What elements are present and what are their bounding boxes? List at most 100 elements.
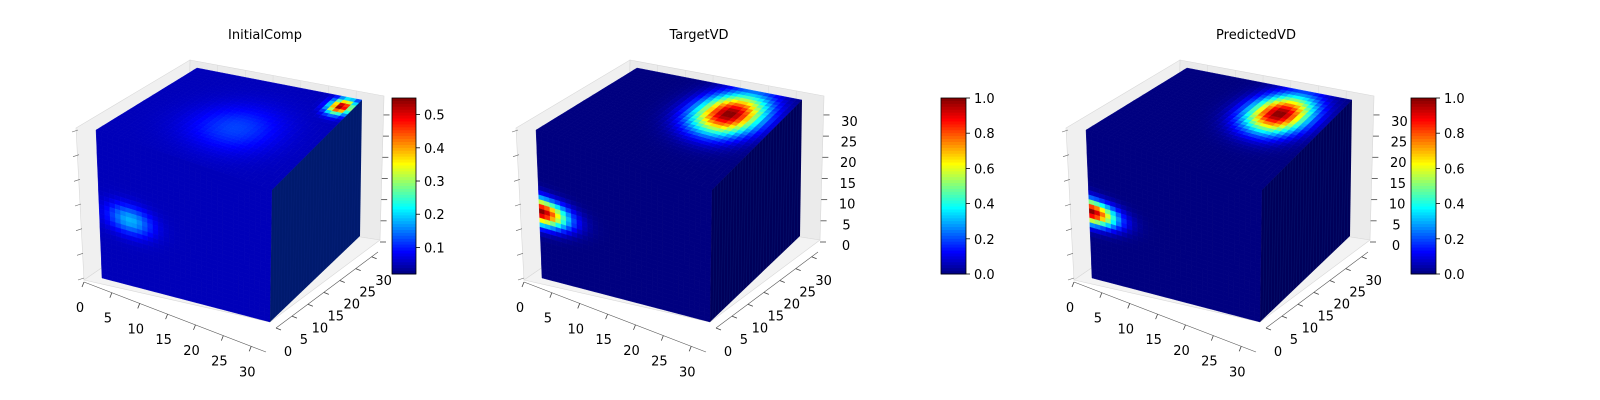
y-tick-label: 20 [783,298,800,313]
colorbar-segment [941,230,966,234]
colorbar-segment [941,200,966,205]
colorbar-segment [941,259,966,263]
x-tick-mark [521,281,525,288]
left-tick-mark [516,253,524,256]
colorbar-segment [941,238,966,243]
colorbar-tick-label: 0.4 [424,142,445,157]
colorbar-segment [941,206,966,210]
colorbar-segment [941,235,966,240]
colorbar-segment [392,238,416,243]
colorbar-segment [392,142,416,146]
y-tick-label: 25 [359,286,376,301]
colorbar-segment [392,200,416,205]
colorbar-segment [392,124,416,128]
colorbar-segment [941,106,966,111]
y-tick-mark [307,303,314,307]
y-tick-mark [275,327,282,331]
x-tick-label: 5 [104,312,112,327]
x-tick-mark [660,335,664,341]
y-tick-mark [323,292,329,295]
y-tick-label: 15 [328,309,345,324]
colorbar-segment [392,256,416,260]
left-tick-mark [517,277,525,281]
chart-title: PredictedVD [1216,28,1296,43]
colorbar-segment [392,232,416,237]
colorbar-segment [392,118,416,122]
z-tick-label: 25 [841,136,858,151]
colorbar-segment [941,188,966,193]
x-tick-mark [248,346,252,352]
y-tick-mark [371,256,377,260]
colorbar-segment [392,165,416,169]
x-tick-label: 5 [544,312,552,327]
colorbar-segment [392,235,416,240]
colorbar-segment [941,127,966,131]
colorbar-tick-label: 0.8 [974,127,995,142]
colorbar-segment [392,136,416,140]
colorbar-segment [941,268,966,272]
colorbar-segment [392,109,416,114]
colorbar-segment [941,139,966,143]
colorbar-segment [941,121,966,125]
x-tick-label: 10 [567,322,584,337]
colorbar-segment [941,150,966,155]
colorbar-segment [941,177,966,181]
colorbar-segment [941,103,966,108]
colorbar-segment [941,136,966,140]
colorbar-segment [941,144,966,149]
colorbar-segment [392,250,416,254]
y-tick-label: 0 [724,345,732,360]
x-tick-label: 15 [155,333,172,348]
colorbar-segment [941,262,966,266]
colorbar-segment [941,98,966,102]
colorbar-segment [392,139,416,143]
z-tick-label: 5 [842,218,850,233]
colorbar-tick-label: 0.2 [424,208,445,223]
x-tick-label: 25 [651,355,668,370]
x-tick-label: 10 [127,322,144,337]
x-tick-mark [549,292,553,298]
colorbar-segment [392,253,416,257]
top-face [95,67,363,191]
z-tick-label: 10 [839,198,856,213]
y-tick-mark [715,327,722,331]
x-tick-mark [137,303,141,309]
x-tick-mark [165,314,168,320]
colorbar-segment [392,168,416,172]
colorbar-segment [941,241,966,246]
colorbar-segment [941,247,966,252]
colorbar-segment [941,174,966,178]
colorbar-segment [941,218,966,222]
x-tick-label: 30 [679,365,696,380]
panel-predictedvd: PredictedVD05101520253005101520253005101… [1061,28,1465,380]
x-tick-mark [109,292,113,298]
colorbar-segment [392,127,416,131]
colorbar-segment [392,212,416,216]
x-tick-label: 20 [183,344,200,359]
colorbar-segment [392,206,416,210]
colorbar-segment [941,224,966,228]
colorbar-segment [941,147,966,152]
colorbar-segment [392,98,416,102]
colorbar-segment [392,112,416,117]
chart-title: InitialComp [228,28,302,43]
colorbar-segment [392,133,416,137]
colorbar-segment [941,244,966,249]
colorbar-segment [392,247,416,252]
y-tick-label: 30 [815,274,832,289]
y-tick-mark [339,280,345,283]
colorbar-tick-label: 0.1 [424,241,445,256]
colorbar-tick-label: 1.0 [974,92,995,107]
colorbar-segment [941,186,966,190]
colorbar-segment [941,203,966,208]
x-tick-mark [577,303,581,309]
y-tick-mark [731,315,738,319]
colorbar-segment [392,209,416,213]
colorbar-segment [941,265,966,269]
colorbar-segment [941,250,966,254]
y-tick-mark [795,268,801,271]
colorbar-segment [941,118,966,122]
y-tick-label: 10 [312,321,329,336]
colorbar-segment [941,180,966,184]
y-tick-mark [747,303,754,307]
